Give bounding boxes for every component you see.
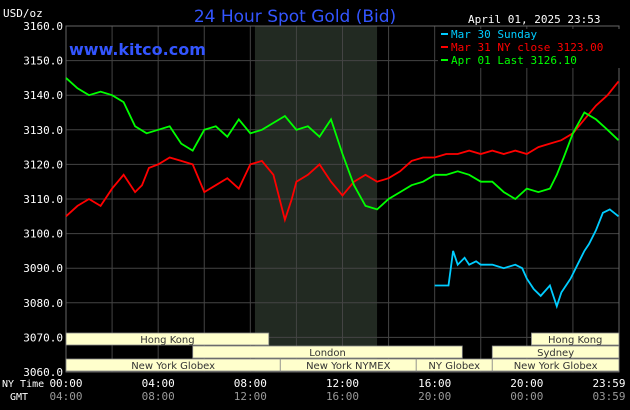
session-label: NY Globex bbox=[428, 361, 480, 372]
y-tick-label: 3110.0 bbox=[23, 193, 63, 206]
session-label: London bbox=[309, 348, 346, 359]
x-tick-gmt: 03:59 bbox=[592, 390, 625, 403]
unit-label: USD/oz bbox=[3, 7, 43, 20]
x-tick-gmt: 00:00 bbox=[510, 390, 543, 403]
legend-label-mar30: Mar 30 Sunday bbox=[451, 28, 537, 41]
x-tick-ny: 20:00 bbox=[510, 377, 543, 390]
y-tick-label: 3120.0 bbox=[23, 158, 63, 171]
ny-time-label: NY Time bbox=[2, 379, 44, 390]
x-tick-gmt: 04:00 bbox=[49, 390, 82, 403]
x-tick-gmt: 16:00 bbox=[326, 390, 359, 403]
x-tick-gmt: 12:00 bbox=[234, 390, 267, 403]
y-tick-label: 3100.0 bbox=[23, 228, 63, 241]
y-tick-label: 3090.0 bbox=[23, 262, 63, 275]
session-bar bbox=[491, 358, 620, 372]
y-tick-label: 3070.0 bbox=[23, 331, 63, 344]
session-bar bbox=[491, 345, 620, 359]
y-tick-label: 3150.0 bbox=[23, 55, 63, 68]
session-label: Sydney bbox=[537, 348, 574, 359]
series-lines bbox=[65, 77, 620, 310]
legend-label-mar31: Mar 31 NY close 3123.00 bbox=[451, 41, 603, 54]
y-tick-label: 3080.0 bbox=[23, 297, 63, 310]
y-tick-label: 3130.0 bbox=[23, 124, 63, 137]
series-line-0 bbox=[434, 208, 620, 310]
x-tick-ny: 04:00 bbox=[142, 377, 175, 390]
session-label: New York Globex bbox=[131, 361, 215, 372]
series-line-2 bbox=[65, 77, 620, 211]
session-label: Hong Kong bbox=[548, 335, 602, 346]
y-tick-label: 3160.0 bbox=[23, 20, 63, 33]
session-label: New York NYMEX bbox=[306, 361, 391, 372]
x-tick-ny: 08:00 bbox=[234, 377, 267, 390]
session-label: New York Globex bbox=[514, 361, 598, 372]
x-tick-ny: 23:59 bbox=[592, 377, 625, 390]
timestamp: April 01, 2025 23:53 bbox=[468, 13, 600, 26]
x-tick-gmt: 20:00 bbox=[418, 390, 451, 403]
y-tick-label: 3060.0 bbox=[23, 366, 63, 379]
x-tick-ny: 12:00 bbox=[326, 377, 359, 390]
chart-title: 24 Hour Spot Gold (Bid) bbox=[194, 7, 396, 27]
y-tick-labels: 3160.0 3150.0 3140.0 3130.0 3120.0 3110.0 3100… bbox=[23, 20, 63, 379]
site-watermark: www.kitco.com bbox=[69, 40, 206, 59]
legend: Mar 30 Sunday Mar 31 NY close 3123.00 Ap… bbox=[438, 28, 622, 68]
x-tick-ny: 16:00 bbox=[418, 377, 451, 390]
x-tick-ny: 00:00 bbox=[49, 377, 82, 390]
session-bar bbox=[192, 345, 463, 359]
session-label: Hong Kong bbox=[140, 335, 194, 346]
legend-box bbox=[438, 29, 622, 68]
x-tick-gmt: 08:00 bbox=[142, 390, 175, 403]
series-line-1 bbox=[65, 80, 620, 223]
gmt-label: GMT bbox=[10, 392, 28, 403]
market-sessions: Hong Kong Hong Kong London Sydney New York G… bbox=[65, 332, 620, 372]
legend-label-apr01: Apr 01 Last 3126.10 bbox=[451, 54, 577, 67]
session-bar bbox=[65, 332, 270, 346]
session-bar bbox=[531, 332, 620, 346]
x-tick-labels: 00:0004:0004:0008:0008:0012:0012:0016:00… bbox=[49, 377, 625, 403]
y-tick-label: 3140.0 bbox=[23, 89, 63, 102]
plot-frame bbox=[65, 25, 620, 373]
